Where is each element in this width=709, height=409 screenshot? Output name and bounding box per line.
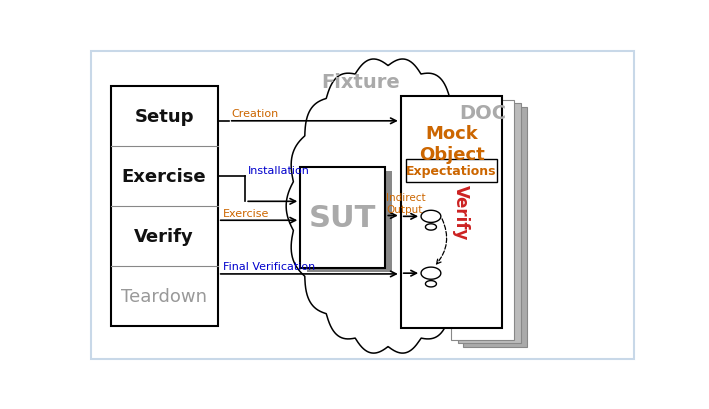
- Text: Setup: Setup: [135, 108, 194, 126]
- Text: Final Verification: Final Verification: [223, 261, 316, 272]
- Text: Verify: Verify: [452, 184, 470, 240]
- Text: SUT: SUT: [309, 203, 376, 232]
- Text: Indirect
Output: Indirect Output: [386, 193, 426, 214]
- Polygon shape: [421, 267, 441, 279]
- Polygon shape: [425, 281, 437, 287]
- Text: DOC: DOC: [459, 104, 507, 123]
- FancyBboxPatch shape: [111, 87, 218, 326]
- FancyBboxPatch shape: [307, 172, 392, 273]
- FancyBboxPatch shape: [451, 131, 471, 325]
- Text: Creation: Creation: [231, 109, 279, 119]
- Text: Fixture: Fixture: [321, 73, 400, 92]
- FancyBboxPatch shape: [401, 97, 503, 328]
- FancyBboxPatch shape: [406, 160, 497, 183]
- Text: Teardown: Teardown: [121, 287, 207, 305]
- FancyBboxPatch shape: [464, 107, 527, 347]
- FancyBboxPatch shape: [458, 104, 521, 344]
- Text: Expectations: Expectations: [406, 165, 497, 178]
- Text: Exercise: Exercise: [223, 208, 269, 218]
- FancyBboxPatch shape: [450, 97, 472, 328]
- Text: Exercise: Exercise: [122, 168, 206, 186]
- FancyBboxPatch shape: [300, 167, 386, 268]
- FancyBboxPatch shape: [451, 101, 515, 340]
- Text: Mock
Object: Mock Object: [419, 125, 484, 163]
- Text: Verify: Verify: [134, 227, 194, 245]
- Polygon shape: [425, 224, 437, 231]
- Polygon shape: [421, 211, 441, 223]
- FancyBboxPatch shape: [91, 52, 635, 359]
- Text: Installation: Installation: [248, 166, 310, 175]
